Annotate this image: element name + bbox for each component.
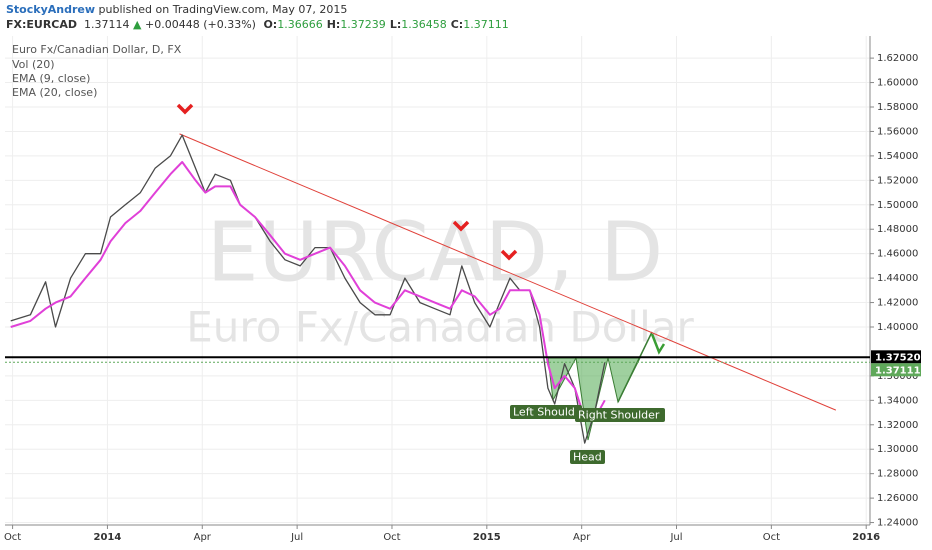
y-tick-label: 1.52000 xyxy=(877,175,918,186)
y-tick-label: 1.24000 xyxy=(877,518,918,529)
header-line: StockyAndrew published on TradingView.co… xyxy=(6,3,347,16)
pattern-label-box xyxy=(510,405,582,419)
grid xyxy=(5,36,870,525)
legend-indicator: EMA (9, close) xyxy=(12,72,90,85)
last-price: 1.37114 xyxy=(84,18,130,31)
ohlc-value: 1.36458 xyxy=(401,18,447,31)
change: +0.00448 (+0.33%) xyxy=(145,18,256,31)
chevron xyxy=(452,220,470,232)
level-label: 1.37520 xyxy=(875,352,921,363)
legend-indicator: Vol (20) xyxy=(12,58,55,71)
y-tick-label: 1.28000 xyxy=(877,469,918,480)
ohlc-label: O: xyxy=(263,18,278,31)
x-tick-label: Apr xyxy=(573,532,591,543)
ema-line xyxy=(10,161,606,420)
y-tick-label: 1.36000 xyxy=(877,371,918,382)
symbol: FX:EURCAD xyxy=(6,18,78,31)
watermark-name: Euro Fx/Canadian Dollar xyxy=(186,303,694,352)
watermark-symbol: EURCAD, D xyxy=(207,205,664,300)
level-box xyxy=(871,363,921,377)
quote-line: FX:EURCAD 1.37114 ▲ +0.00448 (+0.33%) O:… xyxy=(6,18,509,31)
y-tick-label: 1.56000 xyxy=(877,126,918,137)
x-tick-label: Apr xyxy=(194,532,212,543)
ohlc-label: C: xyxy=(450,18,464,31)
x-tick-label: Jul xyxy=(669,532,682,543)
right-shoulder-shape xyxy=(607,357,641,404)
pattern-label-box xyxy=(570,450,605,464)
x-tick-label: Oct xyxy=(383,532,400,543)
level-box xyxy=(871,350,921,364)
x-tick-label: Oct xyxy=(4,532,21,543)
y-tick-label: 1.26000 xyxy=(877,493,918,504)
chevron xyxy=(176,103,194,115)
ohlc-value: 1.37111 xyxy=(463,18,509,31)
ohlc-label: L: xyxy=(389,18,402,31)
y-tick-label: 1.58000 xyxy=(877,102,918,113)
x-tick-label: Jul xyxy=(290,532,303,543)
level-label: 1.37111 xyxy=(875,365,921,376)
chevron xyxy=(500,249,518,261)
x-tick-label: 2015 xyxy=(473,532,501,543)
pattern-label-box xyxy=(575,408,665,422)
y-tick-label: 1.34000 xyxy=(877,395,918,406)
y-tick-label: 1.32000 xyxy=(877,420,918,431)
pattern xyxy=(547,331,666,441)
legend-title: Euro Fx/Canadian Dollar, D, FX xyxy=(12,43,182,56)
y-tick-label: 1.46000 xyxy=(877,249,918,260)
up-arrow: ▲ xyxy=(133,18,142,31)
x-tick-label: 2014 xyxy=(94,532,122,543)
projection-line xyxy=(617,331,653,403)
projection-arrow xyxy=(650,333,666,355)
header: StockyAndrew published on TradingView.co… xyxy=(0,0,932,34)
pattern-label: Left Shoulde xyxy=(513,406,582,419)
y-tick-label: 1.30000 xyxy=(877,444,918,455)
legend-indicator: EMA (20, close) xyxy=(12,86,97,99)
published: published on TradingView.com, May 07, 20… xyxy=(98,3,348,16)
chevrons xyxy=(176,103,518,261)
y-tick-label: 1.62000 xyxy=(877,53,918,64)
pattern-label: Head xyxy=(573,451,602,464)
ohlc: O:1.36666 H:1.37239 L:1.36458 C:1.37111 xyxy=(259,18,508,31)
y-tick-label: 1.40000 xyxy=(877,322,918,333)
y-tick-label: 1.42000 xyxy=(877,298,918,309)
ohlc-value: 1.36666 xyxy=(277,18,323,31)
ohlc-label: H: xyxy=(326,18,341,31)
y-tick-label: 1.54000 xyxy=(877,151,918,162)
y-tick-label: 1.44000 xyxy=(877,273,918,284)
trend-line xyxy=(179,133,837,411)
x-tick-label: 2016 xyxy=(852,532,880,543)
y-tick-label: 1.60000 xyxy=(877,78,918,89)
y-tick-label: 1.50000 xyxy=(877,200,918,211)
y-tick-label: 1.48000 xyxy=(877,224,918,235)
x-tick-label: Oct xyxy=(763,532,780,543)
ohlc-value: 1.37239 xyxy=(340,18,386,31)
author[interactable]: StockyAndrew xyxy=(6,3,96,16)
pattern-label: Right Shoulder xyxy=(578,409,660,422)
